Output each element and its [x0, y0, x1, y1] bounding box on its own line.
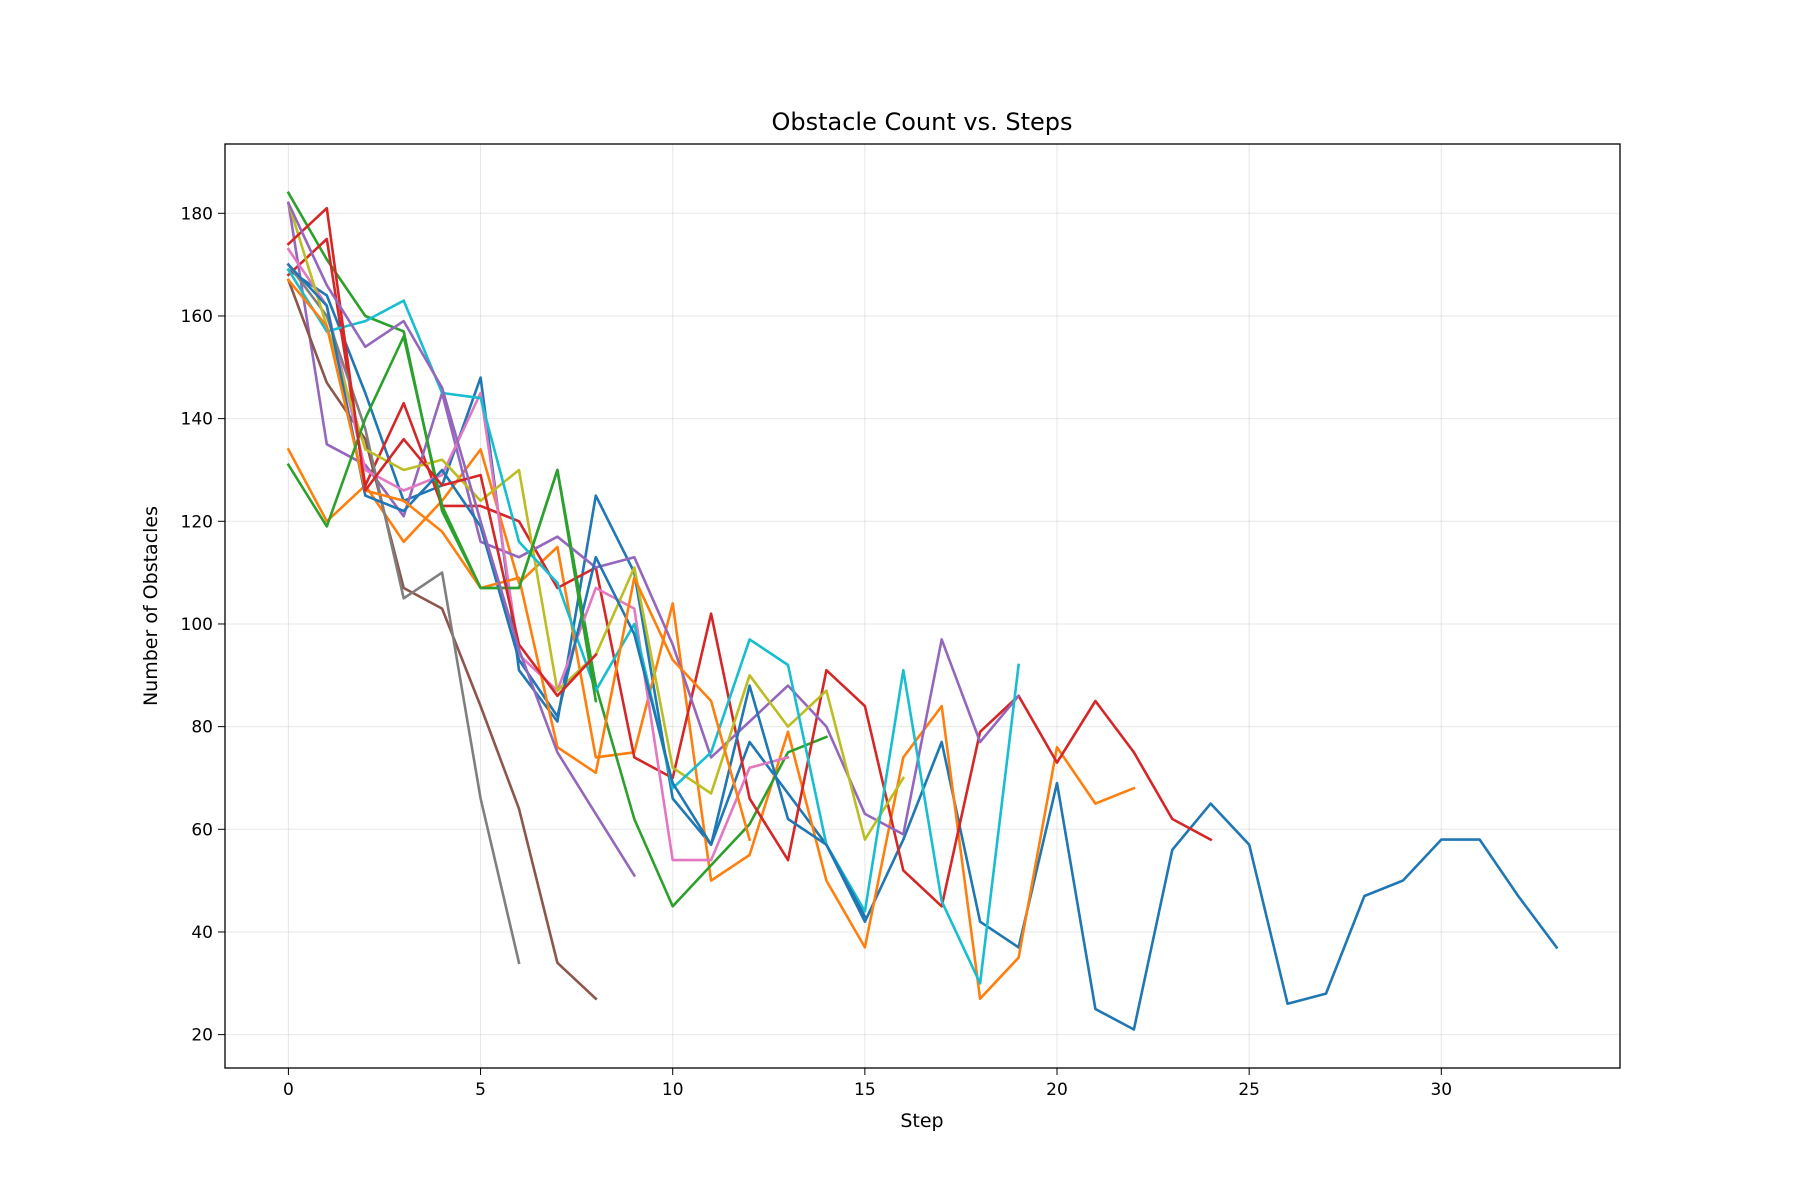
y-tick-label: 20: [191, 1026, 213, 1046]
axis-ticks: 0 5 10 15 20 25 30 20 40 60 80 100 120 140 160 180: [181, 204, 1453, 1100]
series-line-14: [286, 206, 598, 698]
x-tick-label: 20: [1046, 1080, 1068, 1100]
x-tick-label: 5: [475, 1080, 486, 1100]
series-line-8: [286, 262, 521, 965]
x-tick-label: 15: [854, 1080, 876, 1100]
plot-frame: [224, 143, 1621, 1069]
y-tick-label: 60: [191, 820, 213, 840]
y-tick-label: 180: [181, 204, 213, 224]
chart-title: Obstacle Count vs. Steps: [771, 108, 1072, 136]
series-line-15: [286, 201, 637, 878]
series-line-2: [286, 447, 1136, 1001]
y-tick-label: 140: [181, 410, 213, 430]
x-tick-label: 10: [662, 1080, 684, 1100]
series-line-13: [286, 335, 598, 703]
y-axis-label: Number of Obstacles: [140, 506, 162, 706]
x-tick-label: 30: [1430, 1080, 1452, 1100]
y-tick-label: 100: [181, 615, 213, 635]
x-tick-label: 25: [1238, 1080, 1260, 1100]
y-tick-label: 80: [191, 718, 213, 738]
series-line-6: [286, 278, 598, 1001]
y-tick-label: 120: [181, 512, 213, 532]
x-tick-label: 0: [283, 1080, 294, 1100]
series-line-5: [286, 201, 1021, 836]
x-axis-label: Step: [900, 1110, 943, 1132]
series-group: [286, 191, 1559, 1031]
series-line-11: [286, 262, 867, 919]
y-tick-label: 40: [191, 923, 213, 943]
grid: [225, 144, 1620, 1068]
y-tick-label: 160: [181, 307, 213, 327]
series-line-7: [286, 247, 790, 862]
